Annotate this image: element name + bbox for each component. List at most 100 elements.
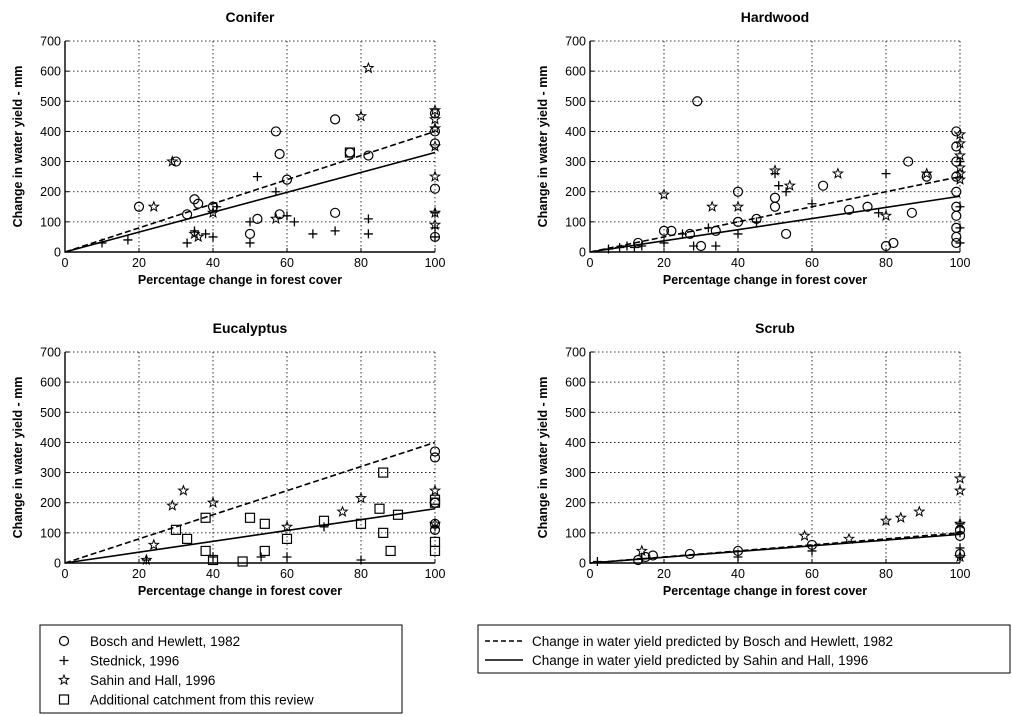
point-sahin — [798, 529, 811, 542]
point-bosch — [193, 198, 204, 209]
prediction-line-sahin — [64, 151, 436, 253]
point-sahin — [336, 505, 349, 517]
point-sahin — [879, 514, 893, 527]
point-review — [281, 533, 293, 544]
point-review — [355, 518, 367, 529]
point-stednick — [282, 552, 292, 562]
point-stednick — [752, 217, 761, 227]
y-tick-label: 500 — [565, 95, 586, 109]
y-axis-label: Change in water yield - mm — [536, 66, 550, 228]
point-review — [259, 545, 270, 557]
point-stednick — [703, 223, 713, 233]
x-tick-label: 100 — [425, 256, 446, 270]
legend-lines: Change in water yield predicted by Bosch… — [477, 624, 1011, 674]
point-bosch — [951, 231, 962, 243]
legend-label: Sahin and Hall, 1996 — [90, 673, 215, 688]
point-stednick — [252, 172, 262, 182]
legend-marker-review — [58, 694, 70, 705]
point-sahin — [953, 550, 967, 563]
x-tick-label: 0 — [587, 256, 594, 270]
y-tick-label: 100 — [40, 526, 61, 540]
point-stednick — [881, 169, 891, 179]
point-bosch — [429, 138, 441, 149]
point-review — [200, 545, 211, 557]
point-sahin — [147, 538, 160, 551]
x-tick-label: 20 — [657, 567, 671, 581]
point-sahin — [953, 517, 967, 530]
y-tick-label: 700 — [40, 35, 61, 49]
point-sahin — [269, 212, 283, 225]
point-bosch — [951, 186, 962, 197]
point-stednick — [874, 208, 884, 218]
chart-eucalyptus: Eucalyptus 0 20 40 60 80 100 0 100 200 300 400 500 60… — [11, 320, 445, 598]
point-stednick — [711, 241, 721, 251]
y-tick-label: 400 — [565, 436, 586, 450]
y-tick-label: 400 — [40, 436, 61, 450]
point-stednick — [212, 202, 222, 212]
point-bosch — [921, 171, 932, 182]
y-tick-label: 200 — [565, 185, 586, 199]
y-tick-label: 0 — [579, 557, 586, 571]
point-sahin — [177, 484, 190, 496]
point-bosch — [330, 114, 341, 125]
x-tick-label: 60 — [280, 567, 294, 581]
series-sahin — [635, 472, 967, 563]
x-tick-label: 40 — [731, 567, 745, 581]
point-bosch — [780, 228, 792, 240]
legend-lines-box — [477, 624, 1011, 674]
x-tick-label: 80 — [354, 256, 368, 270]
y-tick-label: 0 — [54, 557, 61, 571]
point-bosch — [732, 186, 744, 197]
point-sahin — [783, 179, 796, 191]
point-review — [378, 467, 389, 478]
point-stednick — [955, 528, 965, 538]
y-tick-label: 200 — [40, 185, 61, 199]
point-stednick — [363, 229, 373, 239]
point-sahin — [354, 491, 368, 504]
point-bosch — [666, 225, 677, 236]
x-tick-label: 20 — [132, 567, 146, 581]
point-bosch — [344, 147, 355, 158]
legend-marker-stednick — [59, 656, 69, 665]
point-sahin — [140, 553, 153, 566]
point-sahin — [879, 209, 893, 222]
point-review — [374, 503, 385, 514]
chart-conifer: Conifer 0 20 40 60 80 100 0 100 200 300 400 500 600 70… — [11, 9, 445, 287]
point-stednick — [245, 217, 255, 227]
point-sahin — [166, 499, 179, 511]
point-sahin — [166, 155, 179, 167]
point-bosch — [429, 452, 441, 463]
point-sahin — [428, 206, 442, 219]
point-bosch — [769, 201, 781, 212]
legend-entry-review: Additional catchment from this review — [58, 692, 314, 707]
point-sahin — [705, 200, 719, 212]
series-bosch — [632, 524, 966, 566]
y-tick-label: 200 — [40, 496, 61, 510]
y-tick-label: 600 — [565, 65, 586, 79]
axes — [589, 352, 960, 564]
legend-label: Bosch and Hewlett, 1982 — [90, 634, 240, 649]
point-sahin — [842, 532, 856, 545]
point-sahin — [731, 200, 745, 212]
point-bosch — [330, 207, 341, 218]
point-review — [344, 147, 355, 158]
chart-title: Hardwood — [741, 9, 809, 25]
chart-scrub: Scrub 0 20 40 60 80 100 0 100 200 300 400 500 600 700 P… — [536, 320, 970, 598]
x-tick-label: 40 — [731, 256, 745, 270]
axes — [64, 352, 435, 564]
chart-title: Conifer — [226, 9, 276, 25]
point-stednick — [781, 187, 791, 197]
prediction-line-bosch — [589, 175, 961, 253]
point-stednick — [363, 214, 373, 224]
x-tick-label: 100 — [950, 256, 971, 270]
point-sahin — [354, 109, 368, 122]
y-tick-label: 100 — [565, 526, 586, 540]
point-stednick — [256, 552, 266, 562]
point-bosch — [903, 156, 914, 167]
y-tick-label: 300 — [40, 155, 61, 169]
x-axis-label: Percentage change in forest cover — [138, 584, 342, 598]
point-sahin — [831, 167, 845, 179]
legend-label: Change in water yield predicted by Bosch… — [532, 634, 893, 649]
x-tick-label: 80 — [879, 567, 893, 581]
